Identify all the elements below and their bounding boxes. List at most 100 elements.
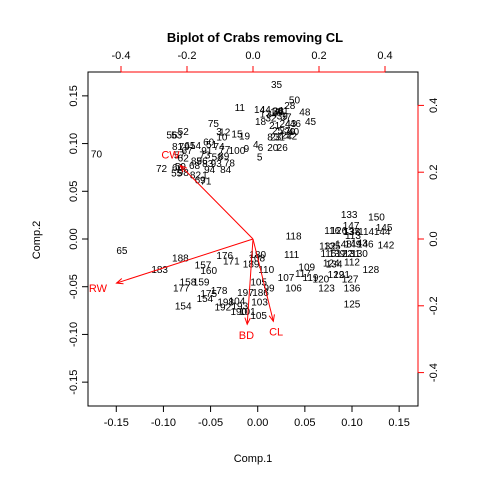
loading-arrow-head (115, 278, 124, 285)
point-label: 79 (179, 142, 191, 153)
point-label: 100 (229, 146, 246, 157)
point-label: 19 (239, 132, 251, 143)
point-label: 18 (255, 117, 267, 128)
point-label: 158 (180, 278, 197, 289)
point-label: 51 (206, 140, 218, 151)
point-label: 178 (211, 286, 228, 297)
point-label: 122 (336, 249, 353, 260)
point-label: 99 (263, 283, 275, 294)
loading-arrow (246, 238, 254, 325)
loading-arrow-head (268, 314, 275, 323)
point-label: 126 (330, 226, 347, 237)
point-label: 160 (200, 266, 217, 277)
point-label: 58 (212, 153, 224, 164)
point-label: 113 (345, 231, 361, 242)
point-label: 82 (190, 171, 202, 182)
point-label: 146 (357, 239, 374, 250)
point-label: 70 (91, 150, 103, 161)
right-tick-label: 0.4 (428, 98, 440, 113)
point-label: 193 (231, 301, 248, 312)
y-tick-label: 0.10 (68, 133, 80, 154)
point-label: 48 (299, 108, 311, 119)
point-label: 57 (174, 151, 186, 162)
point-label: 106 (285, 283, 302, 294)
point-label: 68 (189, 161, 201, 172)
point-label: 198 (217, 298, 234, 309)
point-label: 50 (289, 95, 301, 106)
point-label: 65 (116, 246, 128, 257)
point-label: 46 (290, 119, 302, 130)
point-label: 77 (219, 145, 231, 156)
loading-label: RW (89, 283, 108, 295)
point-label: 81 (172, 142, 184, 153)
y-tick-label: -0.15 (68, 370, 80, 395)
loading-arrow-head (244, 317, 251, 326)
loading-arrow-head (179, 164, 188, 173)
point-label: 139 (329, 249, 346, 260)
point-label: 115 (320, 249, 336, 260)
point-label: 190 (231, 307, 248, 318)
loading-arrow (180, 165, 254, 240)
point-label: 94 (204, 165, 216, 176)
y-axis-label: Comp.2 (31, 221, 43, 260)
point-label: 119 (303, 273, 319, 284)
point-label: 103 (251, 298, 268, 309)
point-label: 105 (250, 278, 267, 289)
point-label: 67 (181, 146, 193, 157)
point-label: 29 (284, 127, 296, 138)
point-label: 124 (323, 258, 340, 269)
point-label: 78 (224, 158, 236, 169)
point-label: 110 (258, 265, 274, 276)
point-label: 188 (172, 254, 189, 265)
point-label: 35 (271, 80, 283, 91)
point-label: 12 (219, 128, 231, 139)
point-label: 121 (333, 270, 350, 281)
x-tick-label: -0.10 (151, 417, 176, 429)
point-label: 120 (313, 275, 330, 286)
loading-label: CW (161, 149, 180, 161)
top-tick-label: 0.0 (245, 50, 260, 62)
point-label: 98 (178, 168, 190, 179)
point-label: 71 (200, 176, 212, 187)
point-label: 10 (216, 132, 228, 143)
point-label: 183 (151, 265, 168, 276)
point-label: 30 (272, 107, 284, 118)
point-label: 129 (328, 270, 345, 281)
point-label: 144 (374, 227, 391, 238)
point-label: 3 (216, 127, 222, 138)
x-tick-label: -0.05 (198, 417, 223, 429)
point-label: 138 (344, 227, 361, 238)
point-label: 109 (298, 262, 315, 273)
y-tick-label: 0.00 (68, 228, 80, 249)
right-tick-label: -0.2 (428, 296, 440, 315)
point-label: 112 (344, 257, 360, 268)
y-tick-label: 0.15 (68, 85, 80, 106)
point-label: 125 (344, 299, 361, 310)
point-label: 37 (280, 112, 292, 123)
point-label: 41 (278, 106, 290, 117)
loading-arrows: RW CW BD CL (89, 149, 283, 341)
point-label: 25 (272, 126, 284, 137)
x-axis-label: Comp.1 (234, 453, 273, 465)
point-label: 13 (270, 108, 282, 119)
point-label: 69 (195, 175, 207, 186)
point-label: 154 (175, 301, 192, 312)
point-label: 61 (184, 141, 196, 152)
point-label: 132 (319, 241, 336, 252)
point-label: 52 (178, 127, 190, 138)
x-tick-label: 0.00 (247, 417, 268, 429)
point-label: 26 (277, 143, 289, 154)
x-tick-label: 0.15 (388, 417, 409, 429)
point-label: 60 (203, 137, 215, 148)
top-tick-label: -0.4 (112, 50, 131, 62)
chart-title: Biplot of Crabs removing CL (167, 30, 343, 45)
point-label: 147 (343, 221, 360, 232)
point-label: 24 (279, 119, 291, 130)
right-axis: -0.4 -0.2 0.0 0.2 0.4 (417, 98, 440, 382)
point-label: 85 (191, 156, 203, 167)
point-label: 4 (253, 140, 259, 151)
loading-label: CL (269, 326, 283, 338)
